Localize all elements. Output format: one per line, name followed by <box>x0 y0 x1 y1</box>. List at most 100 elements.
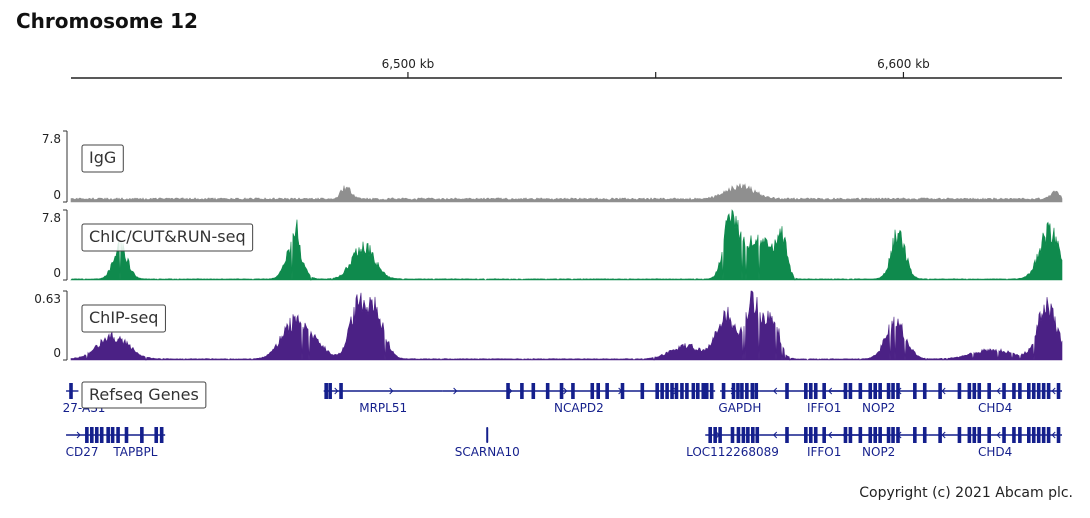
gene-exon <box>808 427 813 443</box>
gene-exon <box>843 427 848 443</box>
gene-exon <box>655 383 659 399</box>
gene-exon <box>1018 427 1022 443</box>
gene-exon <box>709 383 714 399</box>
gene-exon <box>1027 383 1031 399</box>
gene-label: LOC112268089 <box>686 445 779 459</box>
gene-exon <box>1056 383 1061 399</box>
gene-label: CHD4 <box>978 445 1012 459</box>
gene-exon <box>520 383 524 399</box>
gene-exon <box>868 427 873 443</box>
gene-exon <box>1041 383 1046 399</box>
gene-exon <box>110 427 115 443</box>
gene-exon <box>701 383 706 399</box>
gene-exon <box>1046 427 1051 443</box>
gene-exon <box>324 383 328 399</box>
gene-exon <box>140 427 144 443</box>
gene-strand-arrow <box>508 387 513 395</box>
gene-strand-arrow <box>941 387 946 395</box>
gene-exon <box>90 427 94 443</box>
gene-exon <box>785 383 789 399</box>
genome-browser-view: 6,500 kb 6,600 kb 7.8 0 IgG 7.8 0 ChIC/CUT&RUN-… <box>34 57 1063 459</box>
gene-exon <box>913 383 917 399</box>
copyright-text: Copyright (c) 2021 Abcam plc. <box>859 485 1073 501</box>
gene-exon <box>804 383 808 399</box>
gene-exon <box>640 383 645 399</box>
gene-exon <box>987 383 991 399</box>
gene-exon <box>704 383 709 399</box>
gene-exon <box>848 383 853 399</box>
gene-exon <box>328 383 332 399</box>
gene-exon <box>755 427 760 443</box>
gene-strand-arrow <box>996 431 1001 439</box>
gene-exon <box>545 383 550 399</box>
genes-track-name-box <box>81 381 207 409</box>
gene-exon <box>1036 427 1041 443</box>
gene-exon <box>891 427 895 443</box>
gene-exon <box>106 427 110 443</box>
gene-strand-arrow <box>715 431 720 439</box>
gene-exon <box>873 383 877 399</box>
gene-exon <box>751 427 755 443</box>
track-signal-area <box>70 209 1063 282</box>
gene-exon <box>1031 427 1036 443</box>
gene-exon <box>154 427 159 443</box>
gene-exon <box>972 427 977 443</box>
gene-exon <box>977 427 982 443</box>
gene-exon <box>1046 383 1051 399</box>
gene-exon <box>822 427 826 443</box>
gene-strand-arrow <box>897 387 902 395</box>
gene-strand-arrow <box>730 387 735 395</box>
gene-exon <box>1041 427 1046 443</box>
gene-exon <box>891 383 895 399</box>
track-name-box <box>81 223 254 252</box>
gene-exon <box>750 383 755 399</box>
gene-exon <box>486 427 489 443</box>
gene-exon <box>1018 383 1022 399</box>
gene-exon <box>596 383 601 399</box>
gene-exon <box>1056 427 1061 443</box>
gene-exon <box>967 427 972 443</box>
track-signal-area <box>70 183 1063 203</box>
gene-exon <box>99 427 104 443</box>
gene-exon <box>1027 427 1031 443</box>
gene-exon <box>713 427 717 443</box>
gene-exon <box>736 383 740 399</box>
gene-exon <box>843 383 848 399</box>
gene-exon <box>922 427 927 443</box>
track-name-box <box>81 304 166 333</box>
gene-exon <box>977 383 982 399</box>
gene-strand-arrow <box>828 431 833 439</box>
gene-label: CHD4 <box>978 401 1012 415</box>
gene-exon <box>531 383 536 399</box>
gene-exon <box>1002 383 1006 399</box>
gene-exon <box>922 383 927 399</box>
gene-strand-arrow <box>334 387 339 395</box>
gene-exon <box>339 383 343 399</box>
gene-strand-arrow <box>1051 387 1056 395</box>
gene-exon <box>691 383 696 399</box>
gene-exon <box>1002 427 1006 443</box>
gene-label: NOP2 <box>862 445 895 459</box>
gene-strand-arrow <box>996 387 1001 395</box>
gene-exon <box>1012 427 1016 443</box>
track-name-label: ChIC/CUT&RUN-seq <box>89 227 246 246</box>
gene-exon <box>741 427 746 443</box>
gene-strand-arrow <box>618 387 623 395</box>
gene-exon <box>957 383 962 399</box>
gene-exon <box>804 427 808 443</box>
gene-label: NOP2 <box>862 401 895 415</box>
gene-strand-arrow <box>941 431 946 439</box>
gene-exon <box>680 383 684 399</box>
gene-strand-arrow <box>897 431 902 439</box>
gene-exon <box>848 427 853 443</box>
gene-strand-arrow <box>563 387 568 395</box>
ruler-tick-label: 6,500 kb <box>382 57 435 71</box>
gene-exon <box>94 427 99 443</box>
gene-label: NCAPD2 <box>554 401 604 415</box>
gene-exon <box>1036 383 1041 399</box>
gene-exon <box>938 427 942 443</box>
gene-exon <box>1031 383 1036 399</box>
gene-exon <box>754 383 759 399</box>
gene-exon <box>886 427 891 443</box>
gene-exon <box>696 383 700 399</box>
